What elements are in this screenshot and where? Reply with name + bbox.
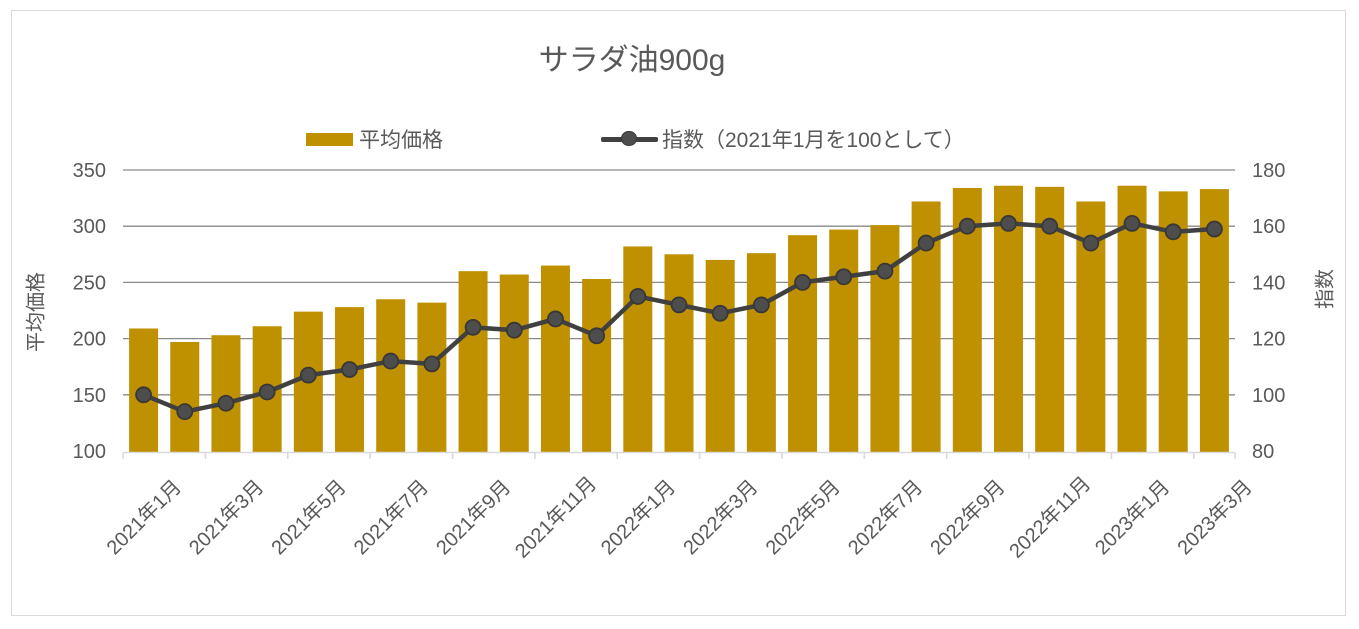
bar-2022年2月 [664,254,694,453]
x-tick-label: 2022年9月 [926,475,1010,559]
line-series-sample [601,130,658,148]
x-tick-label: 2021年9月 [431,475,515,559]
y-left-tick-label: 100 [73,441,106,463]
index-marker-2022年4月 [752,296,770,314]
legend-label-index: 指数（2021年1月を100として） [662,129,965,152]
y-left-tick-label: 350 [73,160,106,182]
bar-2021年8月 [417,302,447,453]
y-left-tick-label: 250 [73,272,106,294]
y-right-tick-label: 120 [1252,329,1285,351]
index-marker-2021年2月 [176,403,194,421]
bar-2021年11月 [540,265,570,453]
bar-series-swatch [306,132,353,146]
y-left-tick-label: 200 [73,329,106,351]
index-marker-2022年6月 [835,268,853,286]
index-marker-2022年3月 [711,304,729,322]
x-tick-label: 2021年7月 [349,475,433,559]
index-marker-2021年7月 [382,352,400,370]
bar-2021年7月 [376,299,406,453]
y-right-tick-label: 160 [1252,216,1285,238]
x-tick-label: 2021年1月 [102,475,186,559]
x-tick-label: 2021年3月 [184,475,268,559]
index-marker-2023年3月 [1206,220,1223,238]
index-marker-2021年4月 [258,383,276,401]
index-marker-2022年7月 [876,262,894,280]
legend-label-average-price: 平均価格 [359,129,443,152]
index-marker-2021年1月 [135,386,152,404]
x-tick-label: 2023年3月 [1173,475,1257,559]
bar-2022年7月 [870,225,900,453]
y-right-tick-label: 100 [1252,385,1285,407]
index-marker-2021年11月 [547,310,564,328]
x-tick-label: 2022年11月 [1005,472,1096,563]
x-tick-label: 2022年5月 [761,475,845,559]
bar-2022年4月 [746,253,776,453]
index-marker-2022年5月 [794,273,811,291]
index-marker-2021年10月 [505,321,523,339]
index-marker-2022年11月 [1041,217,1059,235]
bar-2022年5月 [788,235,818,453]
index-marker-2022年8月 [917,234,935,252]
chart-title: サラダ油900g [538,44,726,77]
index-marker-2021年12月 [588,327,606,345]
index-marker-2021年5月 [299,366,317,384]
line-sample-marker-icon [621,130,637,146]
x-tick-label: 2022年7月 [843,475,927,559]
index-marker-2021年9月 [464,318,482,336]
x-tick-label: 2022年1月 [596,475,680,559]
legend-item-index: 指数（2021年1月を100として） [601,127,965,152]
y-right-tick-label: 180 [1252,160,1285,182]
index-marker-2023年1月 [1123,214,1141,232]
bar-2021年9月 [458,271,488,453]
bar-2021年2月 [170,341,200,453]
bar-2021年3月 [211,335,241,453]
index-marker-2022年10月 [1000,214,1017,232]
bar-2022年3月 [705,259,735,453]
bar-2021年6月 [335,307,365,453]
index-marker-2022年9月 [958,217,976,235]
legend-item-average-price: 平均価格 [306,127,443,152]
y-left-tick-label: 150 [73,385,106,407]
index-marker-2022年1月 [629,288,647,305]
x-tick-label: 2021年5月 [267,475,351,559]
index-marker-2021年3月 [217,394,235,412]
index-marker-2022年12月 [1082,234,1100,252]
bar-2021年12月 [582,279,612,453]
bar-2021年10月 [499,274,529,453]
x-tick-label: 2021年11月 [510,472,601,563]
bar-2022年6月 [829,229,859,453]
x-tick-label: 2023年1月 [1090,475,1174,559]
y-left-tick-label: 300 [73,216,106,238]
index-marker-2021年6月 [341,361,358,378]
x-tick-label: 2022年3月 [679,475,763,559]
index-marker-2022年2月 [670,296,688,314]
bar-2022年1月 [623,246,653,453]
y-right-tick-label: 80 [1252,441,1274,463]
y-right-tick-label: 140 [1252,272,1285,294]
index-marker-2023年2月 [1164,223,1182,241]
index-marker-2021年8月 [423,355,441,373]
